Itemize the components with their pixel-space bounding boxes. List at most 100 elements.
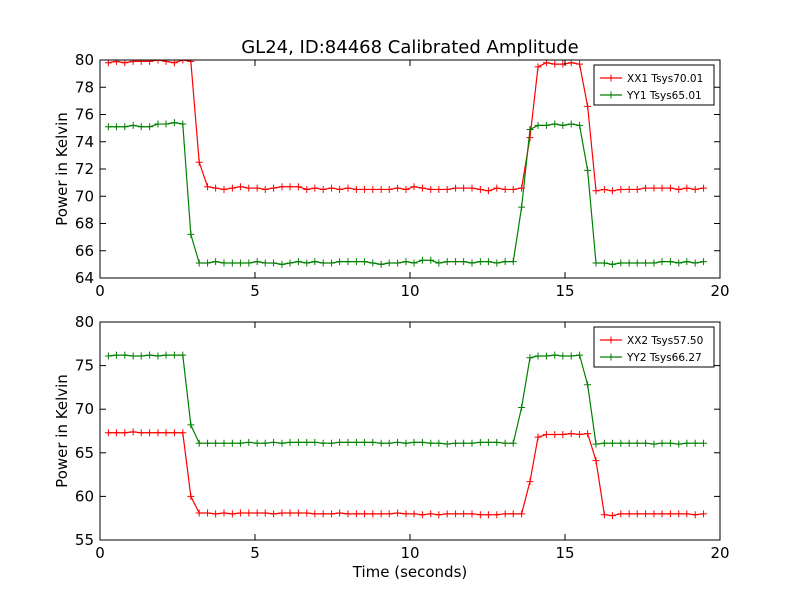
data-point	[484, 258, 492, 266]
data-point	[625, 259, 633, 267]
data-point	[137, 352, 145, 360]
data-point	[311, 184, 319, 192]
data-point	[328, 259, 336, 267]
data-point	[195, 259, 203, 267]
data-point	[179, 351, 187, 359]
data-point	[344, 184, 352, 192]
data-point	[294, 438, 302, 446]
data-point	[236, 259, 244, 267]
data-point	[228, 259, 236, 267]
data-point	[526, 134, 534, 142]
data-point	[162, 120, 170, 128]
data-point	[600, 511, 608, 519]
data-point	[592, 259, 600, 267]
data-point	[658, 439, 666, 447]
data-point	[452, 258, 460, 266]
legend-marker	[607, 91, 615, 99]
x-axis-label: Time (seconds)	[352, 563, 468, 581]
data-point	[204, 183, 212, 191]
y-tick-label: 70	[75, 187, 94, 205]
data-point	[650, 440, 658, 448]
data-point	[286, 183, 294, 191]
data-point	[112, 123, 120, 131]
x-tick-label: 20	[710, 282, 729, 300]
data-point	[402, 258, 410, 266]
data-point	[179, 429, 187, 437]
data-point	[344, 258, 352, 266]
data-point	[410, 510, 418, 518]
data-point	[683, 439, 691, 447]
data-point	[170, 351, 178, 359]
data-point	[501, 258, 509, 266]
data-point	[509, 258, 517, 266]
data-point	[270, 259, 278, 267]
data-point	[633, 185, 641, 193]
y-tick-label: 66	[75, 242, 94, 260]
data-point	[683, 510, 691, 518]
data-point	[104, 429, 112, 437]
data-point	[129, 121, 137, 129]
data-point	[650, 259, 658, 267]
x-tick-label: 15	[555, 544, 574, 562]
data-point	[683, 258, 691, 266]
data-point	[261, 185, 269, 193]
data-point	[493, 438, 501, 446]
data-point	[286, 438, 294, 446]
data-point	[336, 185, 344, 193]
data-point	[278, 260, 286, 268]
data-point	[154, 120, 162, 128]
x-tick-label: 20	[710, 544, 729, 562]
data-point	[700, 184, 708, 192]
data-point	[187, 421, 195, 429]
data-point	[344, 438, 352, 446]
data-point	[385, 510, 393, 518]
data-point	[608, 512, 616, 520]
data-point	[484, 511, 492, 519]
data-point	[402, 185, 410, 193]
x-tick-label: 5	[250, 544, 260, 562]
data-point	[319, 185, 327, 193]
data-point	[650, 184, 658, 192]
data-point	[385, 185, 393, 193]
data-point	[559, 352, 567, 360]
data-point	[303, 185, 311, 193]
y-tick-label: 60	[75, 487, 94, 505]
legend-entry: YY1 Tsys65.01	[626, 90, 702, 102]
top-panel: 0 5 10 20 15 64 66 68 70 72 74 76 78 80 Power in Kelvi…	[53, 51, 730, 300]
data-point	[559, 430, 567, 438]
data-point	[427, 510, 435, 518]
data-point	[608, 260, 616, 268]
legend-box	[593, 326, 715, 368]
data-point	[443, 440, 451, 448]
data-point	[518, 203, 526, 211]
data-point	[675, 259, 683, 267]
data-point	[452, 184, 460, 192]
data-point	[633, 259, 641, 267]
data-point	[435, 185, 443, 193]
data-point	[443, 185, 451, 193]
data-point	[402, 510, 410, 518]
data-point	[369, 259, 377, 267]
data-point	[534, 121, 542, 129]
data-point	[683, 184, 691, 192]
data-point	[220, 185, 228, 193]
data-point	[319, 510, 327, 518]
data-point	[170, 429, 178, 437]
data-point	[253, 439, 261, 447]
data-point	[369, 510, 377, 518]
data-point	[162, 351, 170, 359]
data-point	[187, 230, 195, 238]
data-point	[691, 185, 699, 193]
data-point	[608, 187, 616, 195]
data-point	[675, 440, 683, 448]
data-point	[394, 438, 402, 446]
data-point	[377, 260, 385, 268]
data-point	[608, 439, 616, 447]
data-point	[600, 259, 608, 267]
data-point	[360, 185, 368, 193]
data-point	[220, 259, 228, 267]
data-point	[360, 510, 368, 518]
data-point	[303, 438, 311, 446]
data-point	[344, 510, 352, 518]
data-point	[584, 381, 592, 389]
